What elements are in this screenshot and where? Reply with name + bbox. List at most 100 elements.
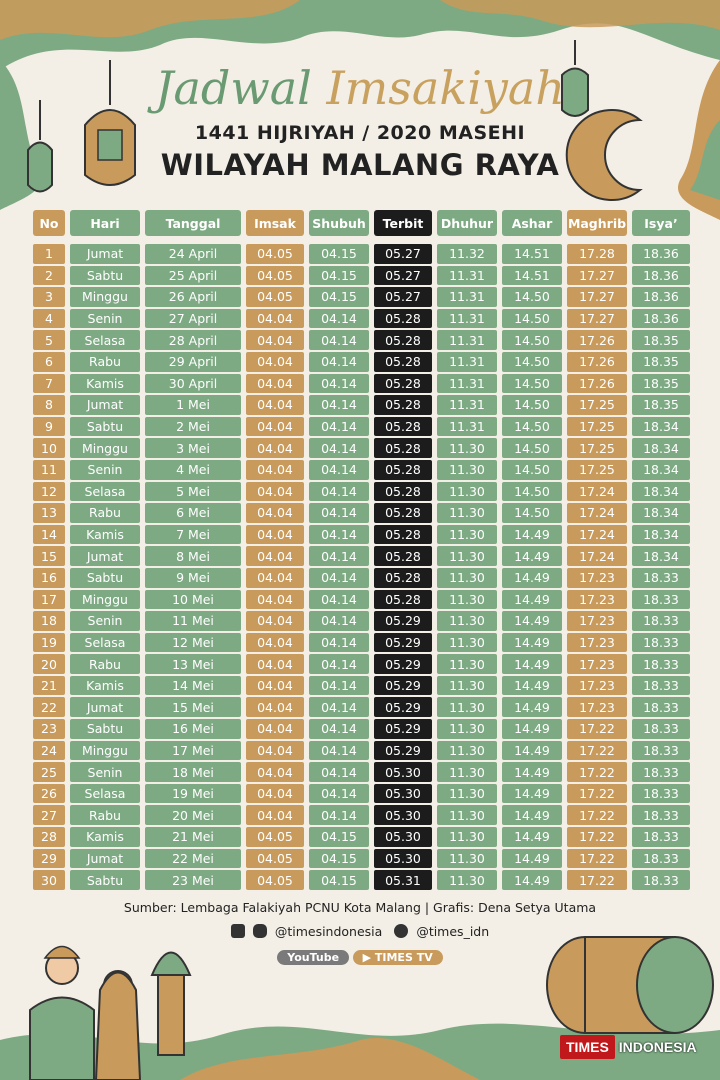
cell-dhuhur: 11.31 bbox=[437, 395, 497, 415]
minaret-illustration bbox=[150, 951, 192, 1056]
cell-shubuh: 04.14 bbox=[309, 459, 369, 480]
cell-no: 15 bbox=[33, 546, 65, 566]
greeting-people-illustration bbox=[29, 945, 142, 1080]
cell-isya: 18.34 bbox=[632, 416, 690, 437]
cell-no: 27 bbox=[33, 805, 65, 826]
table-row: 27 Rabu 20 Mei 04.04 04.14 05.30 11.30 14.49 17.… bbox=[33, 805, 690, 826]
cell-imsak: 04.04 bbox=[246, 438, 304, 458]
cell-isya: 18.35 bbox=[632, 395, 690, 415]
cell-isya: 18.33 bbox=[632, 611, 690, 631]
table-row: 2 Sabtu 25 April 04.05 04.15 05.27 11.31 14.51 1… bbox=[33, 265, 690, 286]
cell-maghrib: 17.22 bbox=[567, 805, 627, 826]
cell-terbit: 05.28 bbox=[374, 330, 432, 350]
twitter-icon[interactable] bbox=[394, 924, 409, 938]
cell-maghrib: 17.27 bbox=[567, 308, 627, 329]
title-part-2: Imsakiyah bbox=[326, 61, 565, 115]
cell-terbit: 05.30 bbox=[374, 848, 432, 869]
cell-maghrib: 17.22 bbox=[567, 740, 627, 761]
cell-no: 3 bbox=[33, 287, 65, 307]
cell-tanggal: 29 April bbox=[145, 351, 241, 372]
cell-no: 28 bbox=[33, 827, 65, 847]
instagram-handle[interactable]: @timesindonesia bbox=[274, 924, 383, 939]
bedug-drum-illustration bbox=[546, 936, 714, 1034]
cell-terbit: 05.28 bbox=[374, 438, 432, 458]
cell-imsak: 04.04 bbox=[246, 805, 304, 826]
instagram-icon[interactable] bbox=[252, 924, 267, 938]
lantern-right bbox=[561, 40, 589, 117]
table-row: 23 Sabtu 16 Mei 04.04 04.14 05.29 11.30 14.49 17… bbox=[33, 719, 690, 739]
cell-ashar: 14.50 bbox=[502, 459, 562, 480]
schedule-table: No Hari Tanggal Imsak Shubuh Terbit Dhuhur Asha… bbox=[33, 210, 690, 892]
cell-maghrib: 17.23 bbox=[567, 632, 627, 653]
cell-shubuh: 04.14 bbox=[309, 308, 369, 329]
cell-hari: Sabtu bbox=[70, 719, 140, 739]
table-row: 13 Rabu 6 Mei 04.04 04.14 05.28 11.30 14.50 17.2… bbox=[33, 503, 690, 523]
cell-hari: Selasa bbox=[70, 632, 140, 653]
cell-shubuh: 04.14 bbox=[309, 503, 369, 523]
cell-ashar: 14.49 bbox=[502, 546, 562, 566]
cell-isya: 18.36 bbox=[632, 265, 690, 286]
cell-hari: Kamis bbox=[70, 373, 140, 394]
header-dhuhur: Dhuhur bbox=[437, 210, 497, 236]
cell-maghrib: 17.24 bbox=[567, 481, 627, 502]
cell-imsak: 04.04 bbox=[246, 373, 304, 394]
cell-shubuh: 04.14 bbox=[309, 567, 369, 588]
cell-hari: Rabu bbox=[70, 351, 140, 372]
brand-logo-part-1: TIMES bbox=[560, 1035, 615, 1059]
table-row: 20 Rabu 13 Mei 04.04 04.14 05.29 11.30 14.49 17.… bbox=[33, 654, 690, 674]
brand-logo-part-2: INDONESIA bbox=[618, 1039, 697, 1055]
cell-no: 10 bbox=[33, 438, 65, 458]
cell-shubuh: 04.15 bbox=[309, 265, 369, 286]
header: Jadwal Imsakiyah 1441 HIJRIYAH / 2020 MA… bbox=[0, 60, 720, 182]
cell-ashar: 14.49 bbox=[502, 805, 562, 826]
cell-terbit: 05.28 bbox=[374, 459, 432, 480]
cell-tanggal: 28 April bbox=[145, 330, 241, 350]
cell-dhuhur: 11.30 bbox=[437, 459, 497, 480]
cell-imsak: 04.04 bbox=[246, 719, 304, 739]
cell-ashar: 14.51 bbox=[502, 265, 562, 286]
twitter-handle[interactable]: @times_idn bbox=[416, 924, 490, 939]
table-row: 6 Rabu 29 April 04.04 04.14 05.28 11.31 14.50 17… bbox=[33, 351, 690, 372]
cell-no: 18 bbox=[33, 611, 65, 631]
cell-no: 7 bbox=[33, 373, 65, 394]
cell-tanggal: 3 Mei bbox=[145, 438, 241, 458]
facebook-icon[interactable] bbox=[230, 924, 245, 938]
cell-terbit: 05.28 bbox=[374, 567, 432, 588]
cell-terbit: 05.27 bbox=[374, 244, 432, 264]
cell-hari: Jumat bbox=[70, 697, 140, 718]
cell-ashar: 14.50 bbox=[502, 308, 562, 329]
cell-ashar: 14.49 bbox=[502, 783, 562, 804]
cell-ashar: 14.49 bbox=[502, 827, 562, 847]
table-row: 3 Minggu 26 April 04.05 04.15 05.27 11.31 14.50… bbox=[33, 287, 690, 307]
cell-maghrib: 17.25 bbox=[567, 395, 627, 415]
cell-ashar: 14.50 bbox=[502, 373, 562, 394]
cell-hari: Senin bbox=[70, 611, 140, 631]
cell-tanggal: 5 Mei bbox=[145, 481, 241, 502]
cell-shubuh: 04.14 bbox=[309, 351, 369, 372]
cell-dhuhur: 11.30 bbox=[437, 589, 497, 610]
cell-isya: 18.34 bbox=[632, 503, 690, 523]
cell-tanggal: 15 Mei bbox=[145, 697, 241, 718]
youtube-badge[interactable]: YouTube bbox=[277, 950, 350, 965]
cell-hari: Rabu bbox=[70, 654, 140, 674]
cell-dhuhur: 11.30 bbox=[437, 632, 497, 653]
cell-ashar: 14.50 bbox=[502, 416, 562, 437]
cell-isya: 18.34 bbox=[632, 459, 690, 480]
cell-imsak: 04.05 bbox=[246, 265, 304, 286]
times-tv-badge[interactable]: ▶ TIMES TV bbox=[352, 950, 443, 965]
cell-ashar: 14.49 bbox=[502, 762, 562, 782]
cell-shubuh: 04.14 bbox=[309, 675, 369, 696]
table-row: 30 Sabtu 23 Mei 04.05 04.15 05.31 11.30 14.49 17… bbox=[33, 870, 690, 890]
cell-shubuh: 04.14 bbox=[309, 373, 369, 394]
cell-ashar: 14.50 bbox=[502, 481, 562, 502]
cell-tanggal: 24 April bbox=[145, 244, 241, 264]
cell-shubuh: 04.14 bbox=[309, 481, 369, 502]
cell-tanggal: 26 April bbox=[145, 287, 241, 307]
cell-isya: 18.33 bbox=[632, 762, 690, 782]
cell-isya: 18.33 bbox=[632, 740, 690, 761]
table-row: 1 Jumat 24 April 04.05 04.15 05.27 11.32 14.51 1… bbox=[33, 244, 690, 264]
cell-isya: 18.34 bbox=[632, 546, 690, 566]
cell-hari: Sabtu bbox=[70, 870, 140, 890]
cell-ashar: 14.49 bbox=[502, 524, 562, 545]
cell-maghrib: 17.26 bbox=[567, 351, 627, 372]
